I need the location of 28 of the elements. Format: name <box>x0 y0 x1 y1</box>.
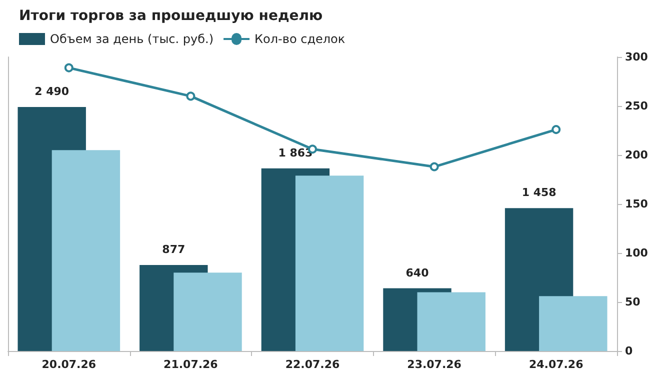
chart-title: Итоги торгов за прошедшую неделю <box>19 8 323 24</box>
data-label: 1 458 <box>522 186 556 200</box>
point <box>552 125 561 134</box>
legend-label: Объем за день (тыс. руб.) <box>50 32 214 46</box>
x-tick-label: 20.07.26 <box>42 358 96 371</box>
y2-tick-label: 100 <box>625 246 648 260</box>
y2-tick-label: 300 <box>625 50 648 64</box>
data-label: 2 490 <box>34 84 70 98</box>
x-tick-label: 23.07.26 <box>407 358 462 371</box>
legend-label: Кол-во сделок <box>254 32 346 46</box>
y2-tick-label: 150 <box>625 198 648 210</box>
bar <box>52 150 120 351</box>
bar <box>417 292 486 351</box>
bar <box>295 176 364 351</box>
data-label: 640 <box>406 266 430 280</box>
x-tick-label: 21.07.26 <box>164 358 218 371</box>
y2-tick-label: 50 <box>625 296 641 308</box>
data-label: 877 <box>162 243 186 256</box>
point <box>430 162 439 172</box>
y2-tick-label: 0 <box>625 344 633 358</box>
x-tick-label: 22.07.26 <box>285 358 340 371</box>
y2-tick-label: 250 <box>625 100 648 112</box>
point <box>64 63 74 72</box>
bar <box>174 272 242 351</box>
x-tick-label: 24.07.26 <box>528 358 584 371</box>
y2-tick-label: 200 <box>625 148 648 162</box>
point <box>186 92 196 101</box>
bar <box>539 296 608 351</box>
